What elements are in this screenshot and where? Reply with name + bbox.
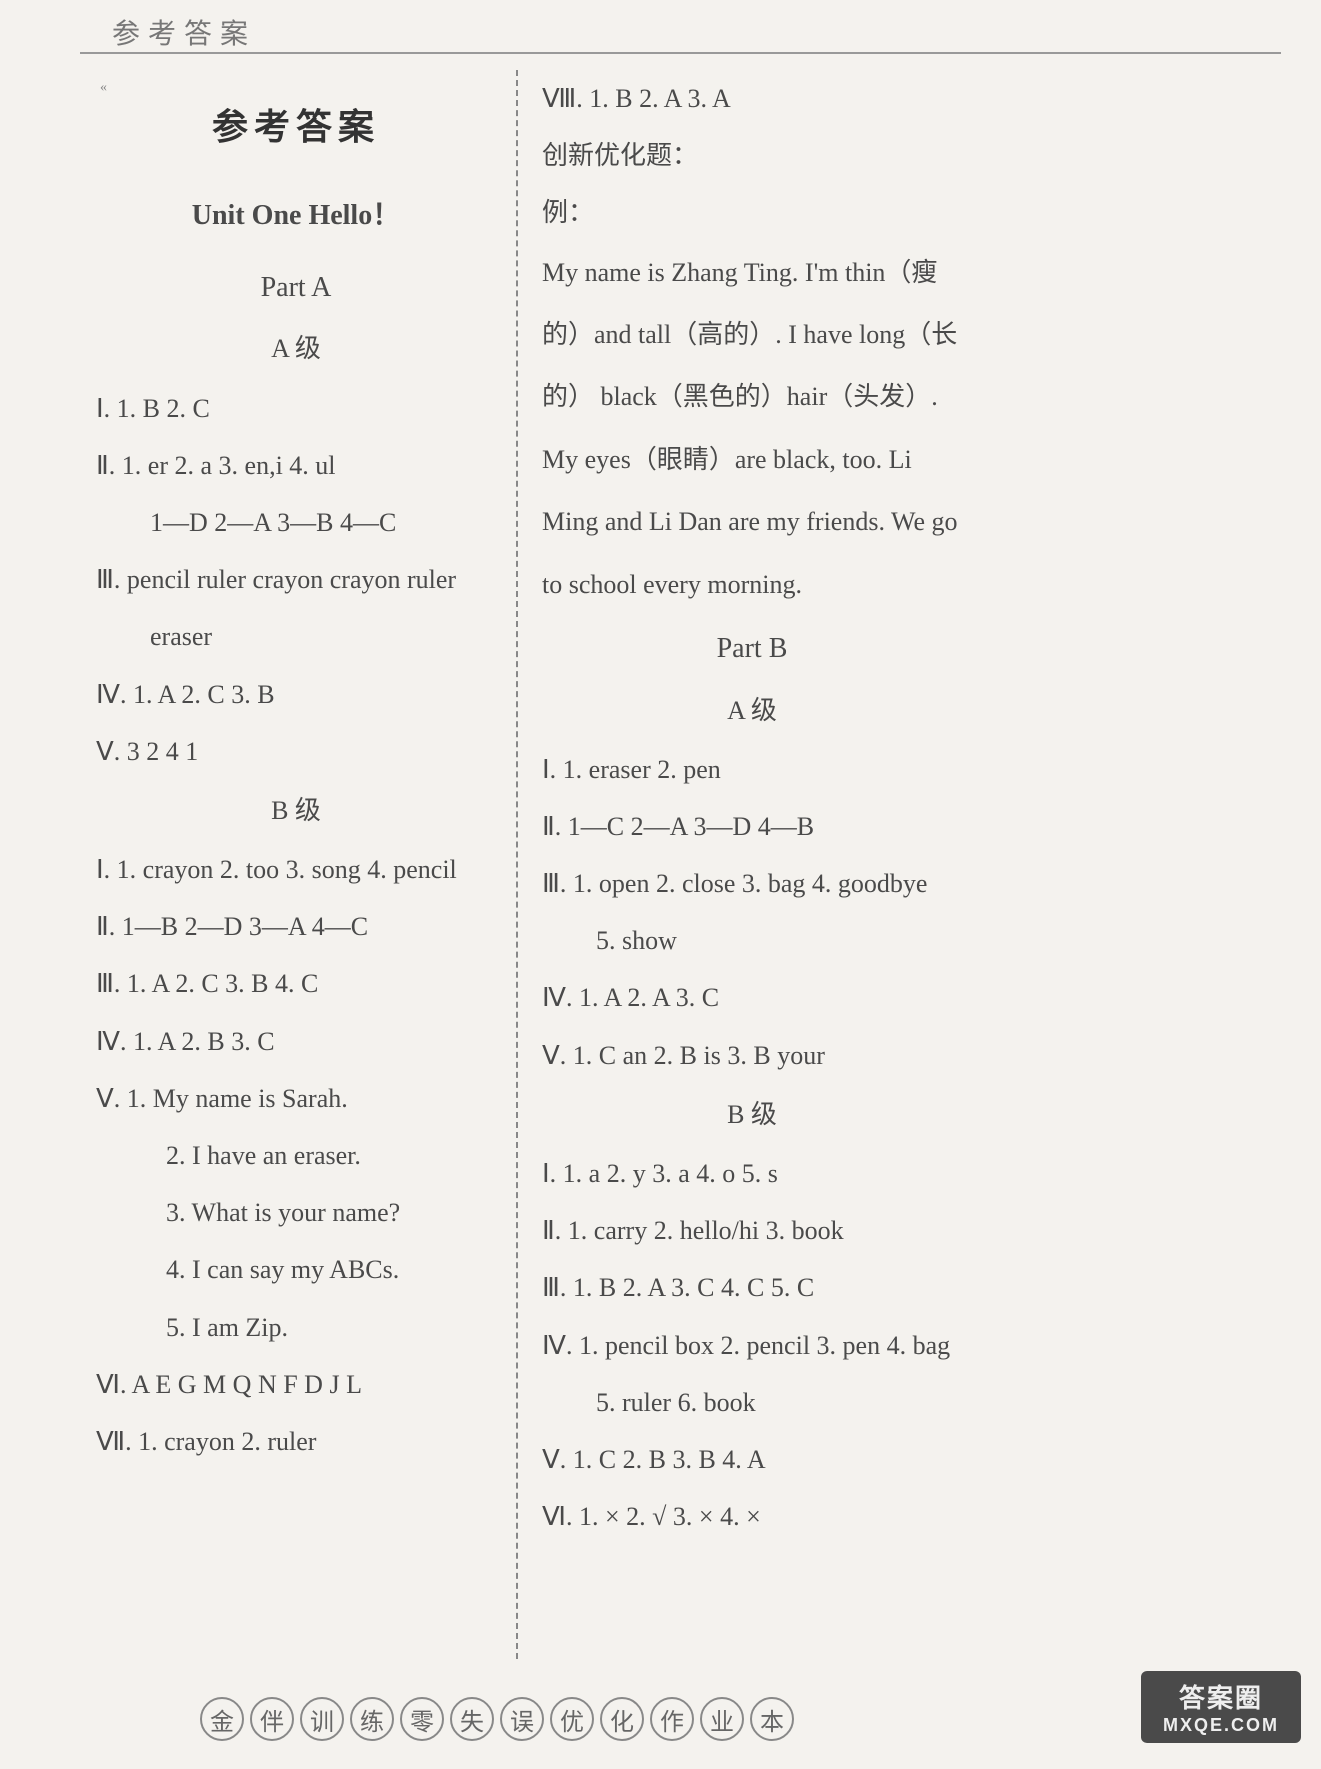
answer-line: Ⅶ. 1. crayon 2. ruler — [96, 1413, 496, 1470]
footer-char: 误 — [500, 1697, 544, 1741]
answer-line: 1—D 2—A 3—B 4—C — [96, 494, 496, 551]
answer-line: Ⅳ. 1. A 2. A 3. C — [542, 969, 962, 1026]
header-rule — [80, 52, 1281, 54]
footer-char: 训 — [300, 1697, 344, 1741]
level-a-label-2: A 级 — [542, 682, 962, 739]
answer-line: eraser — [96, 608, 496, 665]
answer-line: Ⅲ. 1. B 2. A 3. C 4. C 5. C — [542, 1259, 962, 1316]
left-column: 参考答案 Unit One Hello！ Part A A 级 Ⅰ. 1. B … — [90, 70, 518, 1659]
level-a-label: A 级 — [96, 320, 496, 377]
answer-line: 3. What is your name? — [96, 1184, 496, 1241]
answer-line: 2. I have an eraser. — [96, 1127, 496, 1184]
main-title: 参考答案 — [96, 88, 496, 167]
answer-line: Ⅴ. 3 2 4 1 — [96, 723, 496, 780]
footer-char: 优 — [550, 1697, 594, 1741]
answer-line: Ⅰ. 1. eraser 2. pen — [542, 741, 962, 798]
far-right-edge — [982, 70, 1048, 1659]
answer-line: Ⅴ. 1. C an 2. B is 3. B your — [542, 1027, 962, 1084]
content-columns: 参考答案 Unit One Hello！ Part A A 级 Ⅰ. 1. B … — [90, 70, 1311, 1659]
footer-char: 伴 — [250, 1697, 294, 1741]
answer-line: Ⅱ. 1—C 2—A 3—D 4—B — [542, 798, 962, 855]
page-header: 参考答案 — [112, 12, 256, 52]
footer-char: 金 — [200, 1697, 244, 1741]
innovation-label: 创新优化题： — [542, 127, 962, 184]
answer-line: Ⅵ. 1. × 2. √ 3. × 4. × — [542, 1488, 962, 1545]
footer-char: 本 — [750, 1697, 794, 1741]
answer-line: Ⅳ. 1. A 2. B 3. C — [96, 1013, 496, 1070]
footer-circles: 金 伴 训 练 零 失 误 优 化 作 业 本 — [200, 1697, 794, 1741]
answer-line: 5. I am Zip. — [96, 1299, 496, 1356]
answer-line: Ⅳ. 1. A 2. C 3. B — [96, 666, 496, 723]
answer-line: Ⅱ. 1. carry 2. hello/hi 3. book — [542, 1202, 962, 1259]
example-paragraph: My name is Zhang Ting. I'm thin（瘦的）and t… — [542, 242, 962, 616]
footer-char: 零 — [400, 1697, 444, 1741]
answer-line: 5. show — [542, 912, 962, 969]
unit-title: Unit One Hello！ — [96, 185, 496, 247]
answer-line: Ⅱ. 1. er 2. a 3. en,i 4. ul — [96, 437, 496, 494]
answer-line: Ⅴ. 1. My name is Sarah. — [96, 1070, 496, 1127]
answer-line: Ⅱ. 1—B 2—D 3—A 4—C — [96, 898, 496, 955]
level-b-label-2: B 级 — [542, 1086, 962, 1143]
footer-char: 化 — [600, 1697, 644, 1741]
watermark-line1: 答案圈 — [1179, 1678, 1263, 1715]
footer-char: 作 — [650, 1697, 694, 1741]
level-b-label: B 级 — [96, 782, 496, 839]
part-b-label: Part B — [542, 618, 962, 680]
answer-line: Ⅲ. 1. open 2. close 3. bag 4. goodbye — [542, 855, 962, 912]
answer-line: Ⅰ. 1. crayon 2. too 3. song 4. pencil — [96, 841, 496, 898]
answer-line: 4. I can say my ABCs. — [96, 1241, 496, 1298]
footer-char: 业 — [700, 1697, 744, 1741]
footer-char: 失 — [450, 1697, 494, 1741]
answer-line: Ⅲ. 1. A 2. C 3. B 4. C — [96, 955, 496, 1012]
footer-char: 练 — [350, 1697, 394, 1741]
answer-line: 5. ruler 6. book — [542, 1374, 962, 1431]
watermark-line2: MXQE.COM — [1163, 1715, 1279, 1736]
answer-line: Ⅷ. 1. B 2. A 3. A — [542, 70, 962, 127]
part-a-label: Part A — [96, 257, 496, 319]
answer-line: Ⅰ. 1. B 2. C — [96, 380, 496, 437]
answer-line: Ⅴ. 1. C 2. B 3. B 4. A — [542, 1431, 962, 1488]
answer-line: Ⅰ. 1. a 2. y 3. a 4. o 5. s — [542, 1145, 962, 1202]
answer-line: Ⅲ. pencil ruler crayon crayon ruler — [96, 551, 496, 608]
example-label: 例： — [542, 184, 962, 241]
answer-line: Ⅳ. 1. pencil box 2. pencil 3. pen 4. bag — [542, 1317, 962, 1374]
right-column: Ⅷ. 1. B 2. A 3. A 创新优化题： 例： My name is Z… — [518, 70, 982, 1659]
answer-line: Ⅵ. A E G M Q N F D J L — [96, 1356, 496, 1413]
watermark: 答案圈 MXQE.COM — [1141, 1671, 1301, 1743]
